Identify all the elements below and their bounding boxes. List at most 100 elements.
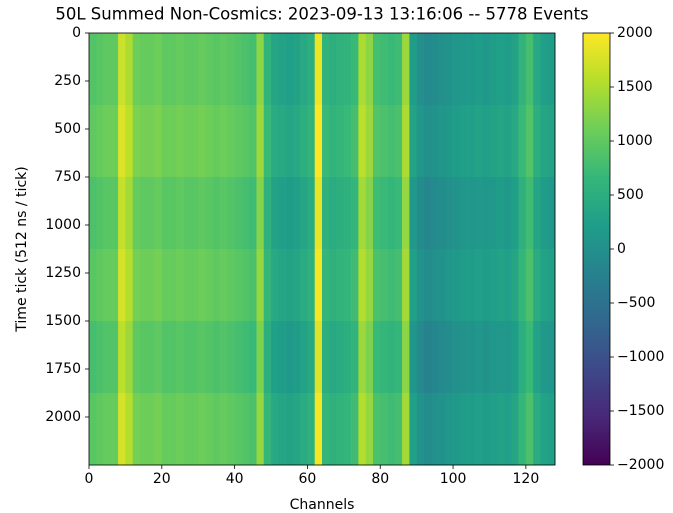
heatmap-cell — [220, 249, 228, 322]
heatmap-cell — [351, 393, 359, 466]
heatmap-cell — [416, 393, 425, 466]
heatmap-cell — [314, 177, 323, 250]
y-tick-label: 1250 — [45, 265, 81, 281]
heatmap-cell — [409, 249, 417, 322]
heatmap-cell — [365, 249, 374, 322]
heatmap-cell — [125, 33, 133, 106]
heatmap-cell — [292, 321, 301, 394]
heatmap-cell — [89, 177, 97, 250]
heatmap-cell — [394, 393, 403, 466]
heatmap-cell — [292, 249, 301, 322]
heatmap-cell — [205, 249, 214, 322]
heatmap-cell — [504, 249, 512, 322]
y-tick-label: 1000 — [45, 217, 81, 233]
heatmap-cell — [176, 177, 184, 250]
heatmap-cell — [198, 105, 206, 178]
heatmap-cell — [547, 393, 556, 466]
heatmap-cell — [322, 33, 330, 106]
heatmap-cell — [445, 321, 454, 394]
heatmap-cell — [190, 249, 199, 322]
heatmap-cell — [190, 321, 199, 394]
heatmap-cell — [118, 177, 126, 250]
heatmap-cell — [234, 33, 243, 106]
heatmap-cell — [489, 177, 498, 250]
heatmap-cell — [205, 393, 214, 466]
chart-title: 50L Summed Non-Cosmics: 2023-09-13 13:16… — [55, 5, 588, 24]
heatmap-cell — [533, 321, 541, 394]
heatmap-cell — [322, 105, 330, 178]
heatmap-cell — [220, 393, 228, 466]
heatmap-cell — [212, 321, 221, 394]
heatmap-cell — [285, 393, 294, 466]
heatmap-cell — [125, 177, 133, 250]
heatmap-cell — [256, 105, 265, 178]
heatmap-cell — [416, 105, 425, 178]
heatmap-cell — [278, 393, 286, 466]
heatmap-cell — [183, 33, 192, 106]
heatmap-cell — [409, 321, 417, 394]
heatmap-cell — [147, 33, 155, 106]
heatmap-cell — [329, 393, 337, 466]
heatmap-cell — [438, 321, 447, 394]
heatmap-cell — [460, 249, 468, 322]
heatmap-cell — [474, 177, 483, 250]
heatmap-cell — [176, 249, 184, 322]
heatmap-cell — [292, 177, 301, 250]
heatmap-cell — [96, 249, 104, 322]
heatmap-cell — [292, 393, 301, 466]
heatmap-cell — [314, 321, 323, 394]
heatmap-cell — [271, 393, 279, 466]
heatmap-cell — [314, 33, 323, 106]
heatmap-cell — [372, 393, 381, 466]
heatmap-cell — [147, 105, 155, 178]
heatmap-cell — [533, 105, 541, 178]
heatmap-cell — [525, 177, 534, 250]
x-tick-label: 100 — [440, 471, 467, 487]
heatmap-cell — [307, 249, 316, 322]
heatmap-cell — [358, 33, 366, 106]
y-tick-label: 0 — [72, 25, 81, 41]
heatmap-cell — [147, 249, 155, 322]
heatmap-cell — [169, 105, 177, 178]
heatmap-cell — [489, 393, 498, 466]
heatmap-cell — [511, 321, 519, 394]
heatmap-cell — [154, 105, 163, 178]
heatmap-cell — [343, 105, 352, 178]
heatmap-cell — [525, 105, 534, 178]
heatmap-cell — [351, 105, 359, 178]
heatmap-cell — [482, 105, 490, 178]
x-tick-label: 60 — [299, 471, 317, 487]
heatmap-cell — [394, 177, 403, 250]
heatmap-cell — [431, 177, 439, 250]
heatmap-cell — [307, 321, 316, 394]
heatmap-cell — [300, 321, 308, 394]
heatmap-cell — [431, 393, 439, 466]
heatmap-cell — [198, 177, 206, 250]
heatmap-cell — [533, 249, 541, 322]
heatmap-cell — [271, 105, 279, 178]
heatmap-cell — [518, 321, 527, 394]
heatmap-cell — [110, 177, 119, 250]
heatmap-cell — [249, 177, 257, 250]
heatmap-cell — [154, 321, 163, 394]
heatmap-cell — [147, 177, 155, 250]
y-tick-label: 1750 — [45, 361, 81, 377]
heatmap-cell — [139, 249, 148, 322]
heatmap-cell — [467, 249, 476, 322]
heatmap-cell — [387, 177, 396, 250]
heatmap-cell — [212, 249, 221, 322]
x-tick-label: 80 — [371, 471, 389, 487]
colorbar-tick-label: 500 — [617, 187, 644, 203]
heatmap-cell — [169, 249, 177, 322]
heatmap-cell — [161, 321, 170, 394]
heatmap-cell — [489, 105, 498, 178]
heatmap-cell — [372, 249, 381, 322]
x-tick-label: 20 — [153, 471, 171, 487]
heatmap-cell — [547, 105, 556, 178]
heatmap-cell — [89, 321, 97, 394]
heatmap-cell — [263, 249, 272, 322]
heatmap-cell — [380, 33, 388, 106]
heatmap-cell — [402, 177, 410, 250]
colorbar-tick-label: 1500 — [617, 79, 653, 95]
heatmap-cell — [372, 321, 381, 394]
